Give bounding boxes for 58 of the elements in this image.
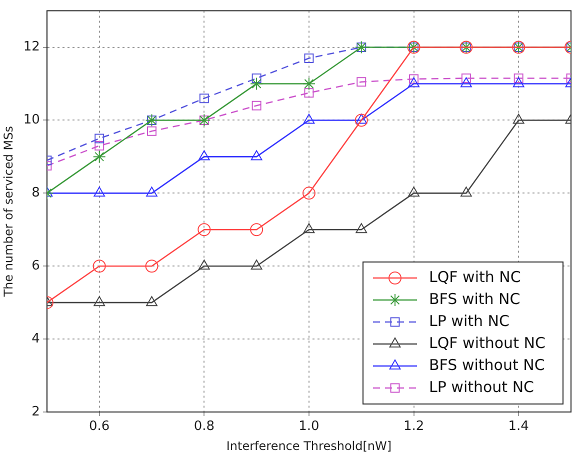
point bbox=[94, 296, 106, 306]
point bbox=[460, 186, 472, 197]
point bbox=[408, 186, 420, 197]
point bbox=[252, 74, 262, 84]
point bbox=[94, 141, 104, 150]
y-tick-label: 12 bbox=[23, 40, 40, 55]
point bbox=[302, 186, 316, 200]
legend-label: LP without NC bbox=[429, 378, 534, 396]
x-tick-label: 1.2 bbox=[403, 419, 424, 434]
x-tick-label: 1.4 bbox=[508, 419, 529, 434]
point bbox=[512, 77, 524, 88]
point bbox=[408, 77, 420, 88]
point bbox=[250, 223, 264, 236]
point bbox=[514, 74, 524, 84]
point bbox=[198, 260, 210, 270]
point bbox=[460, 77, 472, 88]
x-tick-label: 1.0 bbox=[298, 419, 320, 434]
point bbox=[304, 88, 314, 98]
legend-label: LQF with NC bbox=[429, 268, 521, 286]
point bbox=[199, 94, 209, 104]
point bbox=[302, 77, 316, 90]
point bbox=[146, 186, 158, 197]
point bbox=[461, 74, 471, 84]
x-tick-label: 0.8 bbox=[194, 419, 215, 434]
point bbox=[145, 260, 158, 273]
y-tick-label: 10 bbox=[23, 112, 40, 128]
x-axis-title: Interference Threshold[nW] bbox=[226, 438, 392, 453]
legend-label: LP with NC bbox=[429, 312, 510, 330]
point bbox=[250, 150, 262, 160]
y-tick-label: 6 bbox=[32, 258, 40, 274]
point bbox=[303, 223, 315, 234]
legend-label: BFS without NC bbox=[429, 356, 545, 374]
point bbox=[147, 126, 156, 136]
point bbox=[512, 114, 524, 124]
point bbox=[356, 114, 368, 124]
point bbox=[94, 134, 104, 144]
point bbox=[198, 150, 210, 160]
x-tick-label: 0.6 bbox=[89, 419, 110, 434]
point bbox=[252, 100, 262, 110]
y-tick-label: 8 bbox=[32, 186, 40, 201]
point bbox=[198, 223, 211, 236]
point bbox=[94, 186, 106, 197]
y-tick-label: 2 bbox=[32, 404, 40, 420]
point bbox=[92, 260, 106, 273]
point bbox=[354, 114, 368, 127]
y-tick-label: 4 bbox=[32, 331, 40, 346]
legend-label: LQF without NC bbox=[429, 334, 546, 352]
point bbox=[146, 296, 158, 306]
point bbox=[356, 223, 368, 234]
point bbox=[250, 77, 264, 90]
legend-label: BFS with NC bbox=[429, 290, 520, 308]
point bbox=[356, 77, 366, 87]
point bbox=[250, 260, 262, 270]
point bbox=[92, 150, 106, 164]
point bbox=[303, 114, 315, 124]
point bbox=[304, 53, 314, 63]
y-axis-title: The number of serviced MSs bbox=[1, 126, 16, 298]
point bbox=[409, 74, 419, 84]
